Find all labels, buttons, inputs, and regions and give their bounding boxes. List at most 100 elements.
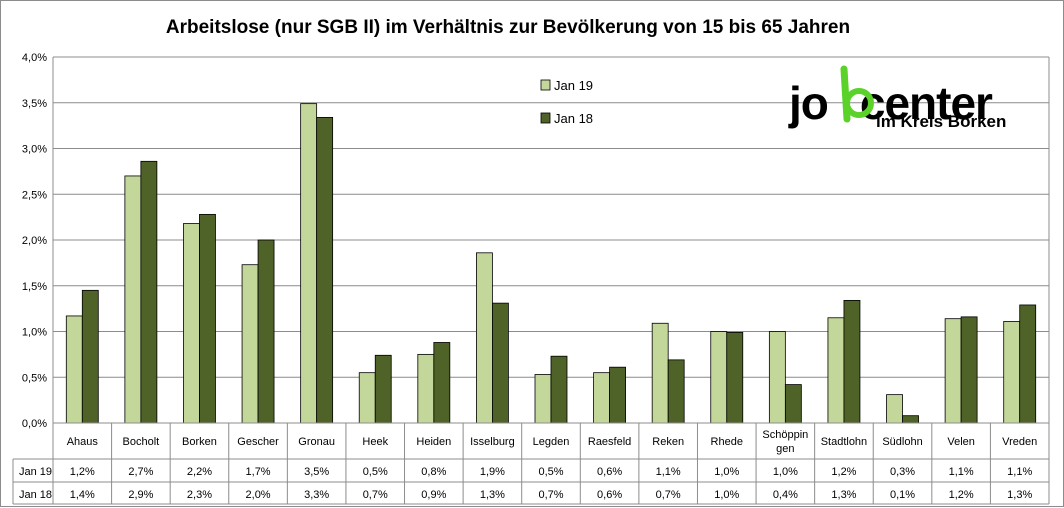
table-cell-value: 0,7% (363, 489, 388, 501)
bar-jan18 (492, 302, 509, 424)
jobcenter-logo: jo center im Kreis Borken (788, 65, 1006, 131)
table-cell-value: 1,1% (1007, 466, 1032, 478)
x-category-label: Gronau (298, 436, 335, 448)
legend-label: Jan 19 (554, 78, 593, 93)
bar-jan18 (960, 316, 978, 424)
table-cell-value: 1,2% (949, 489, 974, 501)
data-table: Ahaus Bocholt Borken Gescher Gronau Heek Heide… (12, 422, 1050, 505)
table-series-name: Jan 18 (19, 489, 52, 501)
bar-jan18 (843, 299, 861, 424)
y-tick-label: 1,5% (22, 281, 47, 293)
x-category-label: Borken (182, 436, 217, 448)
bar-jan19 (417, 353, 435, 424)
bar-jan18 (199, 213, 216, 424)
y-tick-label: 0,0% (22, 418, 47, 430)
logo-subtitle: im Kreis Borken (876, 112, 1006, 131)
x-category-label: Bocholt (123, 436, 160, 448)
bar-jan19 (593, 372, 610, 424)
x-category-label: Heek (362, 436, 388, 448)
bar-jan19 (768, 331, 786, 424)
x-category-label: Legden (533, 436, 570, 448)
bar-jan19 (534, 374, 552, 424)
table-cell-value: 0,4% (773, 489, 798, 501)
logo-prefix: jo (788, 77, 828, 129)
bar-jan18 (550, 355, 568, 424)
legend: Jan 19 Jan 18 (540, 78, 593, 126)
bar-jan19 (651, 322, 669, 424)
bar-jan18 (667, 359, 685, 424)
table-cell-value: 0,5% (363, 466, 388, 478)
x-category-label: Rhede (711, 436, 743, 448)
bar-jan18 (316, 116, 334, 424)
x-category-label: Südlohn (882, 436, 922, 448)
table-cell-value: 2,7% (128, 466, 153, 478)
bar-jan19 (300, 103, 318, 424)
bar-jan19 (827, 317, 845, 424)
bar-jan18 (726, 332, 744, 424)
bars (65, 103, 1037, 424)
table-cell-value: 0,1% (890, 489, 915, 501)
x-category-label: Isselburg (470, 436, 515, 448)
chart-title: Arbeitslose (nur SGB II) im Verhältnis z… (166, 17, 850, 38)
bar-jan18 (433, 342, 451, 424)
bar-jan19 (183, 223, 200, 424)
table-cell-value: 0,7% (538, 489, 563, 501)
table-cell-value: 1,1% (949, 466, 974, 478)
x-category-label: Vreden (1002, 436, 1037, 448)
bar-jan18 (374, 354, 392, 424)
bar-jan19 (65, 315, 83, 424)
table-cell-value: 1,2% (831, 466, 856, 478)
legend-label: Jan 18 (554, 111, 593, 126)
x-category-label: gen (776, 443, 794, 455)
table-cell-value: 0,8% (421, 466, 446, 478)
bar-jan18 (140, 160, 158, 424)
y-tick-label: 0,5% (22, 372, 47, 384)
table-cell-value: 2,2% (187, 466, 212, 478)
bar-jan19 (241, 264, 259, 424)
bar-jan18 (257, 239, 275, 424)
x-category-label: Ahaus (67, 436, 99, 448)
bar-jan19 (124, 175, 142, 424)
bar-jan19 (358, 372, 376, 424)
bar-jan18 (784, 384, 802, 424)
table-cell-value: 0,9% (421, 489, 446, 501)
table-cell-value: 1,3% (831, 489, 856, 501)
x-category-label: Velen (947, 436, 975, 448)
x-category-label: Heiden (416, 436, 451, 448)
bar-jan19 (710, 331, 728, 424)
table-cell-value: 0,5% (538, 466, 563, 478)
table-cell-value: 1,0% (773, 466, 798, 478)
logo-b-mark (840, 65, 874, 123)
table-series-name: Jan 19 (19, 466, 52, 478)
legend-swatch (540, 79, 551, 91)
gridlines (53, 56, 1049, 424)
x-category-label: Gescher (237, 436, 279, 448)
table-cell-value: 1,4% (70, 489, 95, 501)
table-cell-value: 1,9% (480, 466, 505, 478)
y-tick-label: 2,5% (22, 189, 47, 201)
table-cell-value: 0,3% (890, 466, 915, 478)
logo-suffix: center (860, 77, 993, 129)
x-category-label: Stadtlohn (821, 436, 867, 448)
y-tick-label: 2,0% (22, 235, 47, 247)
legend-swatch (540, 112, 551, 124)
bar-jan19 (1003, 321, 1021, 424)
table-cell-value: 2,3% (187, 489, 212, 501)
y-axis: 0,0% 0,5% 1,0% 1,5% 2,0% 2,5% 3,0% 3,5% 4,0% (22, 52, 1050, 430)
bar-jan18 (609, 366, 626, 424)
table-cell-value: 3,3% (304, 489, 329, 501)
table-cell-value: 1,1% (656, 466, 681, 478)
table-cell-value: 1,3% (1007, 489, 1032, 501)
bar-jan18 (81, 289, 99, 424)
table-cell-value: 1,7% (246, 466, 271, 478)
x-category-label: Schöppin (762, 429, 808, 441)
bar-jan19 (886, 394, 903, 424)
bar-jan19 (944, 318, 962, 424)
bar-jan18 (1019, 304, 1037, 424)
bar-jan18 (902, 415, 919, 424)
x-category-label: Reken (652, 436, 684, 448)
y-tick-label: 4,0% (22, 52, 47, 64)
table-cell-value: 2,9% (128, 489, 153, 501)
x-category-label: Raesfeld (588, 436, 631, 448)
